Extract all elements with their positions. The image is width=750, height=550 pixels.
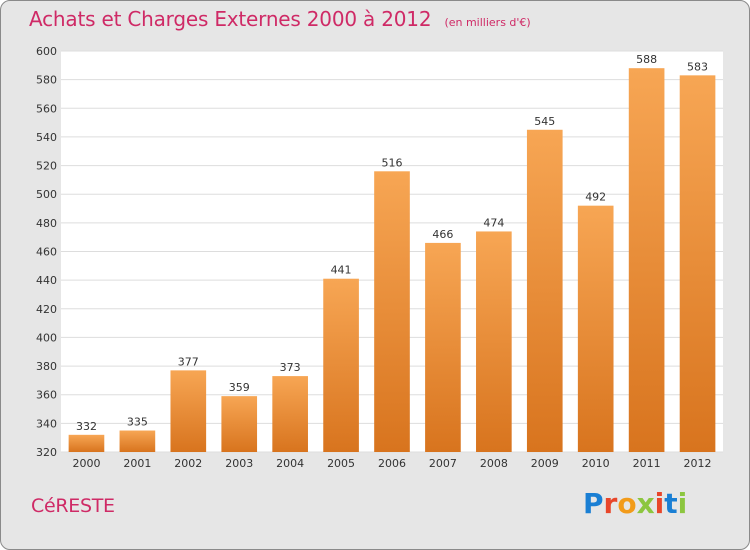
y-tick-label: 340 (36, 417, 57, 430)
x-tick-label: 2007 (429, 457, 457, 470)
y-tick-label: 420 (36, 303, 57, 316)
data-label-2004: 373 (280, 361, 301, 374)
data-label-2003: 359 (229, 381, 250, 394)
data-label-2005: 441 (331, 264, 352, 277)
logo-letter: o (617, 487, 637, 520)
bar-2011 (628, 68, 665, 452)
data-label-2008: 474 (483, 216, 504, 229)
bar-2006 (374, 171, 410, 453)
x-tick-label: 2008 (480, 457, 508, 470)
y-tick-label: 480 (36, 217, 57, 230)
data-label-2009: 545 (534, 115, 555, 128)
data-label-2002: 377 (178, 355, 199, 368)
data-label-2000: 332 (76, 420, 97, 433)
x-tick-label: 2006 (378, 457, 406, 470)
x-tick-label: 2000 (72, 457, 100, 470)
bar-2004 (272, 376, 308, 452)
x-tick-label: 2011 (633, 457, 661, 470)
y-tick-label: 580 (36, 74, 57, 87)
data-label-2012: 583 (687, 60, 708, 73)
bar-2000 (68, 434, 105, 452)
x-tick-label: 2001 (123, 457, 151, 470)
bar-2007 (425, 242, 461, 452)
x-axis: 2000 2001 2002 2003 2004 2005 2006 2007 2008 2009… (72, 457, 711, 470)
proxiti-logo[interactable]: Proxiti (583, 487, 687, 520)
logo-letter: P (583, 487, 604, 520)
logo-letter: x (636, 487, 655, 520)
data-label-2007: 466 (432, 228, 453, 241)
town-name: CéRESTE (31, 495, 115, 517)
bar-2012 (679, 75, 716, 452)
y-tick-label: 600 (36, 45, 57, 58)
logo-letter: t (664, 487, 678, 520)
bar-2009 (526, 129, 563, 452)
logo-letter: r (603, 487, 618, 520)
x-tick-label: 2010 (582, 457, 610, 470)
bar-2010 (577, 205, 614, 452)
chart-unit: (en milliers d'€) (444, 16, 531, 29)
data-label-2010: 492 (585, 191, 606, 204)
y-axis: 320 340 360 380 400 420 440 460 480 500 520 540 560 5… (36, 45, 57, 459)
y-tick-label: 440 (36, 274, 57, 287)
logo-letter: i (677, 487, 688, 520)
y-tick-label: 380 (36, 360, 57, 373)
y-tick-label: 460 (36, 246, 57, 259)
y-tick-label: 520 (36, 160, 57, 173)
data-label-2001: 335 (127, 416, 148, 429)
y-tick-label: 560 (36, 102, 57, 115)
title-block: Achats et Charges Externes 2000 à 2012 (… (29, 7, 531, 31)
logo-letter: i (654, 487, 665, 520)
y-tick-label: 540 (36, 131, 57, 144)
y-tick-label: 360 (36, 389, 57, 402)
bars (68, 68, 716, 453)
x-tick-label: 2002 (174, 457, 202, 470)
data-labels: 332 335 377 359 373 441 516 466 474 545 492 588 583 (76, 53, 708, 433)
x-tick-label: 2009 (531, 457, 559, 470)
x-tick-label: 2004 (276, 457, 304, 470)
chart-title: Achats et Charges Externes 2000 à 2012 (29, 7, 432, 31)
data-label-2011: 588 (636, 53, 657, 66)
y-tick-label: 320 (36, 446, 57, 459)
x-tick-label: 2005 (327, 457, 355, 470)
bar-2003 (221, 396, 258, 452)
bar-2002 (170, 370, 207, 452)
data-label-2006: 516 (382, 156, 403, 169)
y-tick-label: 400 (36, 331, 57, 344)
bar-2001 (119, 430, 156, 452)
x-tick-label: 2012 (684, 457, 712, 470)
y-tick-label: 500 (36, 188, 57, 201)
bar-2005 (323, 278, 359, 452)
x-tick-label: 2003 (225, 457, 253, 470)
bar-2008 (476, 231, 512, 452)
